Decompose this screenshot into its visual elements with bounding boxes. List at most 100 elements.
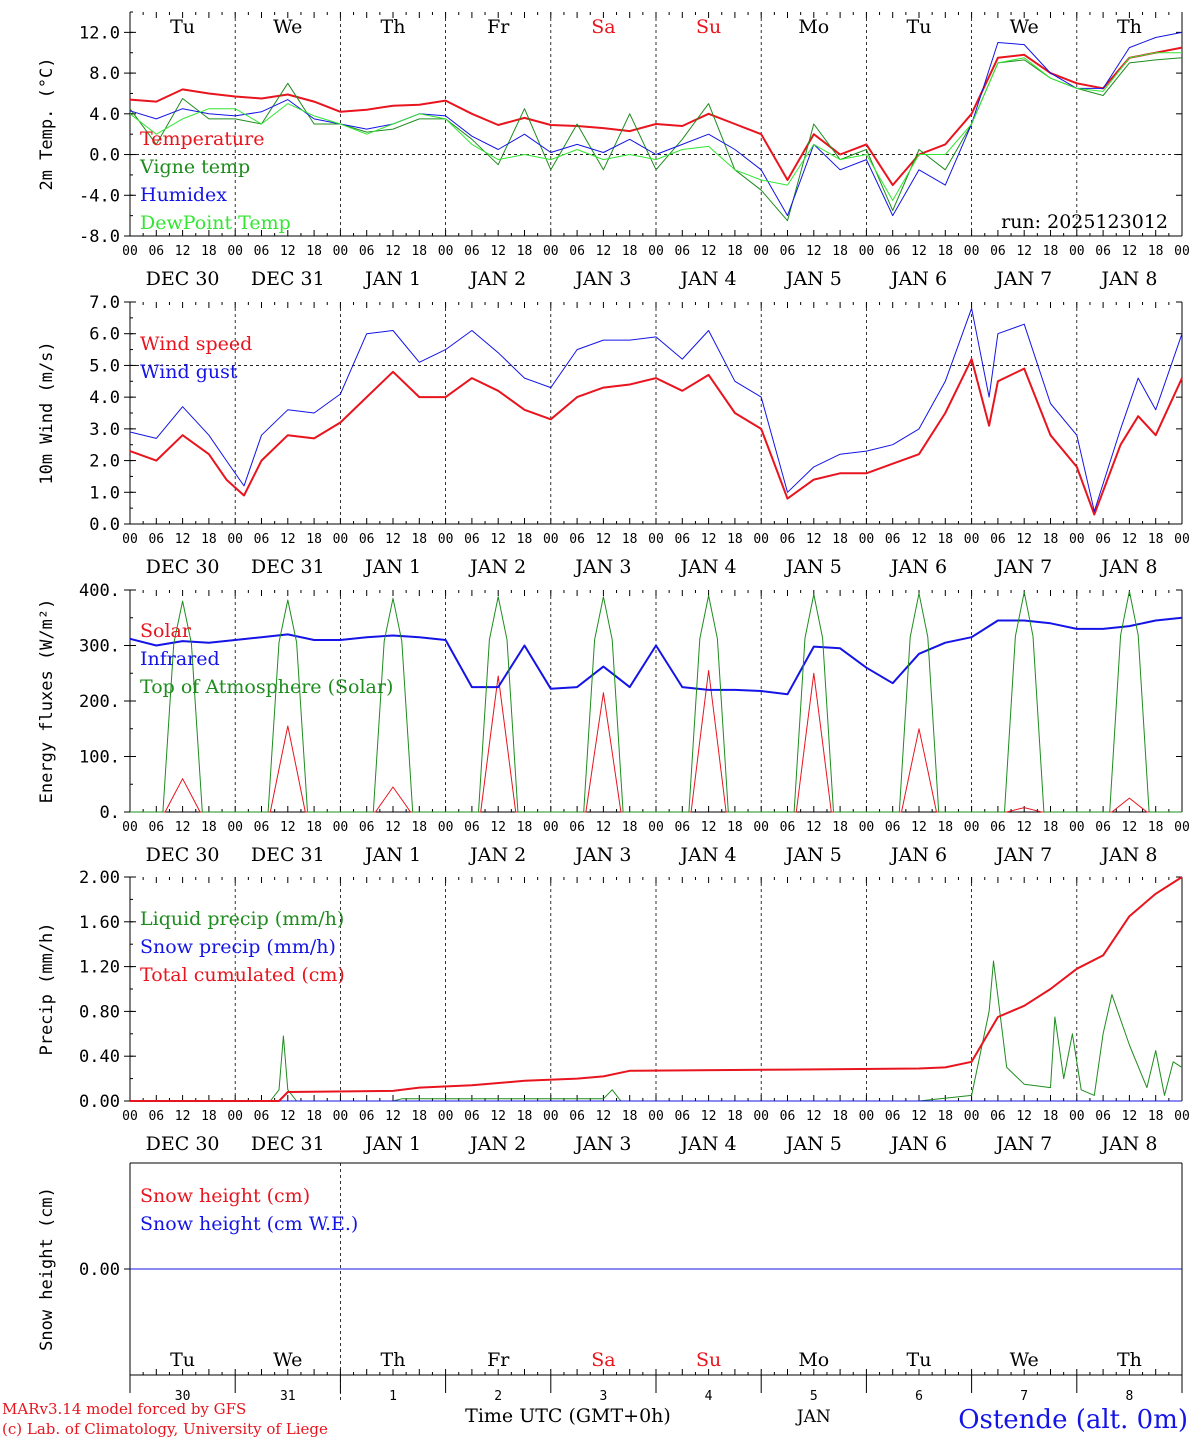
hour-label: 12 bbox=[280, 244, 296, 259]
hour-label: 00 bbox=[648, 1109, 664, 1124]
hour-label: 18 bbox=[622, 244, 638, 259]
day-number: 8 bbox=[1125, 1389, 1133, 1404]
hour-label: 12 bbox=[806, 532, 822, 547]
hour-label: 12 bbox=[385, 820, 401, 835]
weekday-label-top: We bbox=[1010, 16, 1039, 38]
day-label: JAN 8 bbox=[1099, 556, 1157, 578]
series-temperature bbox=[129, 46, 1183, 187]
hour-label: 12 bbox=[806, 820, 822, 835]
hour-label: 12 bbox=[911, 244, 927, 259]
hour-label: 00 bbox=[543, 820, 559, 835]
hour-label: 06 bbox=[1095, 820, 1111, 835]
legend-entry: Infrared bbox=[140, 648, 220, 670]
day-label: DEC 31 bbox=[251, 844, 325, 866]
day-label: JAN 8 bbox=[1099, 268, 1157, 290]
y-axis-title: 10m Wind (m/s) bbox=[37, 341, 57, 484]
hour-label: 18 bbox=[937, 244, 953, 259]
weekday-label-bottom: Mo bbox=[798, 1349, 829, 1371]
hour-label: 12 bbox=[701, 532, 717, 547]
day-label: JAN 2 bbox=[468, 268, 526, 290]
day-label: JAN 1 bbox=[363, 844, 421, 866]
hour-label: 12 bbox=[1122, 532, 1138, 547]
panel-energy: 0. 100. 200. 300. 400. Energy fluxes (W/m²) So… bbox=[37, 581, 1190, 866]
hour-label: 06 bbox=[990, 532, 1006, 547]
hour-label: 00 bbox=[122, 820, 138, 835]
hour-label: 00 bbox=[227, 820, 243, 835]
hour-label: 12 bbox=[1122, 244, 1138, 259]
day-label: JAN 6 bbox=[889, 1133, 947, 1155]
day-label: JAN 8 bbox=[1099, 1133, 1157, 1155]
y-tick-label: 12.0 bbox=[79, 23, 120, 43]
hour-label: 18 bbox=[306, 532, 322, 547]
day-label: JAN 3 bbox=[573, 1133, 631, 1155]
hour-label: 00 bbox=[1069, 244, 1085, 259]
hour-label: 00 bbox=[859, 820, 875, 835]
panel-precip: 0.00 0.40 0.80 1.20 1.60 2.00 Precip (mm/h) Liq… bbox=[37, 868, 1190, 1155]
hour-label: 00 bbox=[648, 244, 664, 259]
hour-label: 06 bbox=[674, 820, 690, 835]
weekday-label-top: Fr bbox=[487, 16, 510, 38]
hour-label: 12 bbox=[1016, 1109, 1032, 1124]
hour-label: 00 bbox=[859, 244, 875, 259]
hour-label: 12 bbox=[701, 244, 717, 259]
hour-label: 06 bbox=[990, 1109, 1006, 1124]
y-tick-label: 2.00 bbox=[79, 868, 120, 888]
day-label: JAN 3 bbox=[573, 556, 631, 578]
day-label: JAN 8 bbox=[1099, 844, 1157, 866]
hour-label: 18 bbox=[1043, 244, 1059, 259]
hour-label: 12 bbox=[1016, 532, 1032, 547]
day-label: JAN 7 bbox=[994, 844, 1052, 866]
y-tick-label: 4.0 bbox=[89, 388, 120, 408]
hour-label: 18 bbox=[1148, 244, 1164, 259]
weekday-label-top: Mo bbox=[798, 16, 829, 38]
weekday-label-top: We bbox=[273, 16, 302, 38]
panel-temp: -8.0 -4.0 0.0 4.0 8.0 12.0 2m Temp. (°C) Temper… bbox=[37, 11, 1190, 290]
weekday-label-top: Tu bbox=[907, 16, 932, 38]
weekday-label-bottom: Tu bbox=[907, 1349, 932, 1371]
hour-label: 12 bbox=[175, 1109, 191, 1124]
hour-label: 18 bbox=[411, 1109, 427, 1124]
y-tick-label: 0.0 bbox=[89, 515, 120, 535]
hour-label: 00 bbox=[438, 1109, 454, 1124]
y-tick-label: 0.40 bbox=[79, 1047, 120, 1067]
weekday-label-bottom: Th bbox=[1117, 1349, 1142, 1371]
hour-label: 12 bbox=[596, 532, 612, 547]
hour-label: 18 bbox=[622, 820, 638, 835]
hour-label: 00 bbox=[1174, 244, 1190, 259]
hour-label: 06 bbox=[569, 244, 585, 259]
day-label: JAN 2 bbox=[468, 844, 526, 866]
day-number: 30 bbox=[175, 1389, 191, 1404]
hour-label: 06 bbox=[885, 244, 901, 259]
y-tick-label: 3.0 bbox=[89, 420, 120, 440]
hour-label: 18 bbox=[1148, 820, 1164, 835]
day-label: JAN 1 bbox=[363, 1133, 421, 1155]
hour-label: 18 bbox=[1043, 1109, 1059, 1124]
weekday-label-top: Su bbox=[696, 16, 721, 38]
hour-label: 06 bbox=[254, 820, 270, 835]
weekday-label-top: Th bbox=[381, 16, 406, 38]
day-label: JAN 5 bbox=[784, 1133, 842, 1155]
hour-label: 12 bbox=[490, 244, 506, 259]
hour-label: 18 bbox=[411, 820, 427, 835]
legend-entry: Temperature bbox=[140, 128, 264, 150]
hour-label: 06 bbox=[148, 244, 164, 259]
day-label: JAN 1 bbox=[363, 268, 421, 290]
hour-label: 18 bbox=[832, 1109, 848, 1124]
day-label: JAN 3 bbox=[573, 268, 631, 290]
hour-label: 00 bbox=[543, 244, 559, 259]
weekday-label-bottom: Fr bbox=[487, 1349, 510, 1371]
hour-label: 00 bbox=[1174, 532, 1190, 547]
hour-label: 12 bbox=[701, 1109, 717, 1124]
day-label: JAN 3 bbox=[573, 844, 631, 866]
hour-label: 18 bbox=[1148, 1109, 1164, 1124]
y-tick-label: 100. bbox=[79, 748, 120, 768]
hour-label: 00 bbox=[543, 532, 559, 547]
month-label: JAN bbox=[795, 1407, 831, 1427]
y-tick-label: 0.00 bbox=[79, 1260, 120, 1280]
footer-credit-1: MARv3.14 model forced by GFS bbox=[2, 1400, 246, 1418]
y-axis-title: Snow height (cm) bbox=[37, 1187, 57, 1351]
legend-entry: Liquid precip (mm/h) bbox=[140, 908, 344, 930]
series-total-cumulated-cm- bbox=[130, 876, 1183, 1102]
hour-label: 06 bbox=[359, 244, 375, 259]
y-tick-label: 0.80 bbox=[79, 1002, 120, 1022]
